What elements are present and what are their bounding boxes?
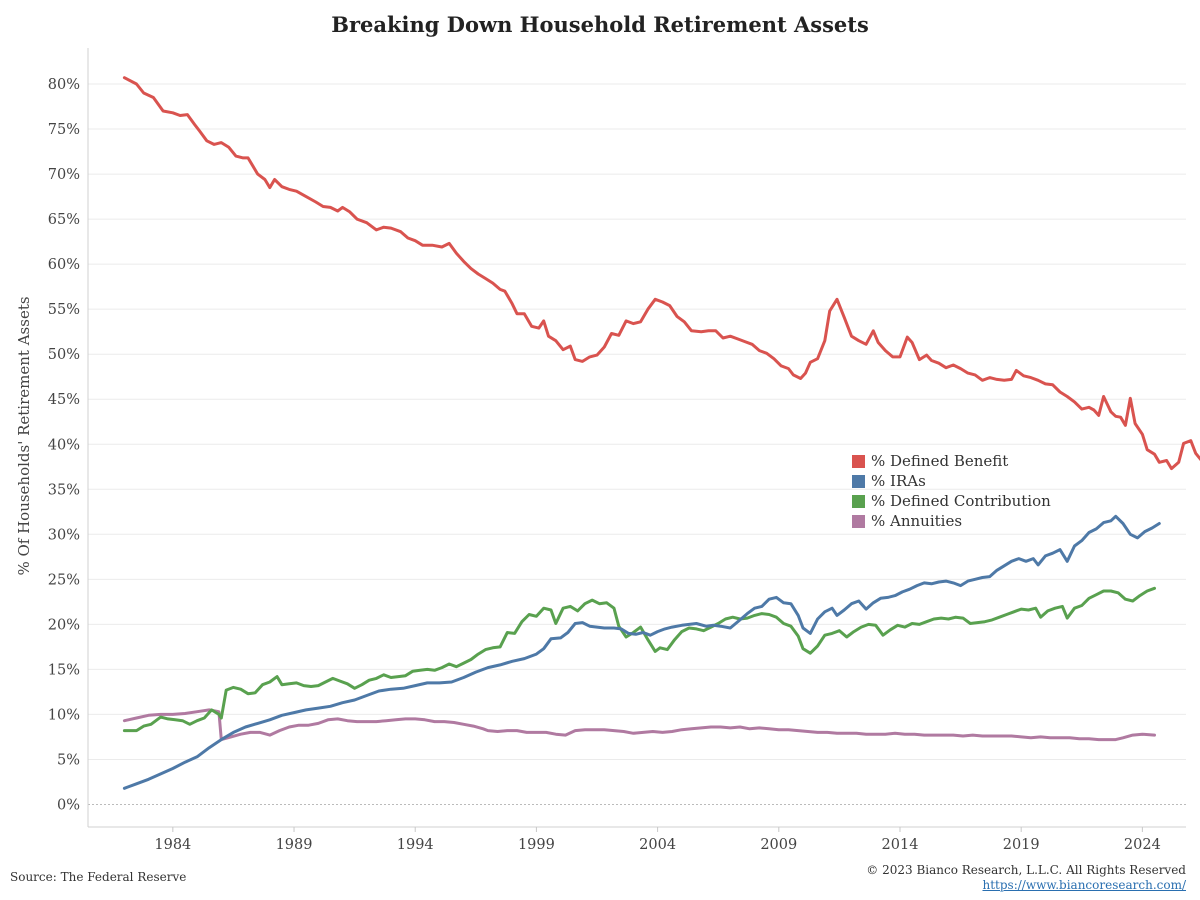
y-tick-label: 65% xyxy=(48,212,80,228)
y-tick-label: 25% xyxy=(48,572,80,588)
y-axis: 0% 5% 10% 15% 20% 25% 30% 35% 40% 45% 50% 55% 60% 65%… xyxy=(48,48,89,827)
y-tick-label: 20% xyxy=(48,617,80,633)
legend: % Defined Benefit % IRAs % Defined Contr… xyxy=(852,451,1051,531)
x-tick-label: 1994 xyxy=(397,837,434,853)
chart-title: Breaking Down Household Retirement Asset… xyxy=(331,12,869,37)
x-axis: 1984 1989 1994 1999 2004 2009 2014 2019 2024 xyxy=(88,826,1186,853)
y-tick-label: 75% xyxy=(48,122,80,138)
y-tick-label: 80% xyxy=(48,77,80,93)
legend-label: % Defined Contribution xyxy=(871,492,1051,510)
legend-item-defined-contribution: % Defined Contribution xyxy=(852,491,1051,511)
legend-label: % IRAs xyxy=(871,472,926,490)
y-tick-label: 45% xyxy=(48,392,80,408)
y-tick-label: 35% xyxy=(48,482,80,498)
y-tick-label: 30% xyxy=(48,527,80,543)
y-tick-label: 60% xyxy=(48,257,80,273)
x-tick-label: 1989 xyxy=(276,837,313,853)
y-tick-label: 5% xyxy=(57,752,80,768)
y-tick-label: 10% xyxy=(48,707,80,723)
legend-swatch xyxy=(852,474,865,488)
y-tick-label: 55% xyxy=(48,302,80,318)
y-tick-label: 40% xyxy=(48,437,80,453)
x-tick-label: 1984 xyxy=(154,837,191,853)
series-lines xyxy=(122,76,1200,790)
legend-item-iras: % IRAs xyxy=(852,471,1051,491)
legend-swatch xyxy=(852,494,865,508)
gridlines xyxy=(88,83,1186,805)
x-tick-label: 2024 xyxy=(1124,837,1161,853)
series-line-iras xyxy=(122,514,1161,790)
legend-label: % Annuities xyxy=(871,512,963,530)
source-note: Source: The Federal Reserve xyxy=(10,870,187,884)
legend-swatch xyxy=(852,454,865,468)
x-tick-label: 2019 xyxy=(1003,837,1040,853)
x-tick-label: 2014 xyxy=(882,837,919,853)
legend-label: % Defined Benefit xyxy=(871,452,1009,470)
x-tick-label: 2004 xyxy=(639,837,676,853)
series-line-defined-contribution xyxy=(122,586,1156,733)
y-tick-label: 50% xyxy=(48,347,80,363)
legend-item-defined-benefit: % Defined Benefit xyxy=(852,451,1051,471)
x-tick-label: 1999 xyxy=(518,837,555,853)
copyright-note: © 2023 Bianco Research, L.L.C. All Right… xyxy=(866,863,1186,877)
y-tick-label: 15% xyxy=(48,662,80,678)
x-tick-label: 2009 xyxy=(760,837,797,853)
y-tick-label: 0% xyxy=(57,797,80,813)
series-line-defined-benefit xyxy=(122,76,1200,471)
legend-item-annuities: % Annuities xyxy=(852,511,1051,531)
legend-swatch xyxy=(852,514,865,528)
series-line-annuities xyxy=(122,708,1156,742)
y-tick-label: 70% xyxy=(48,167,80,183)
website-link[interactable]: https://www.biancoresearch.com/ xyxy=(982,878,1186,892)
